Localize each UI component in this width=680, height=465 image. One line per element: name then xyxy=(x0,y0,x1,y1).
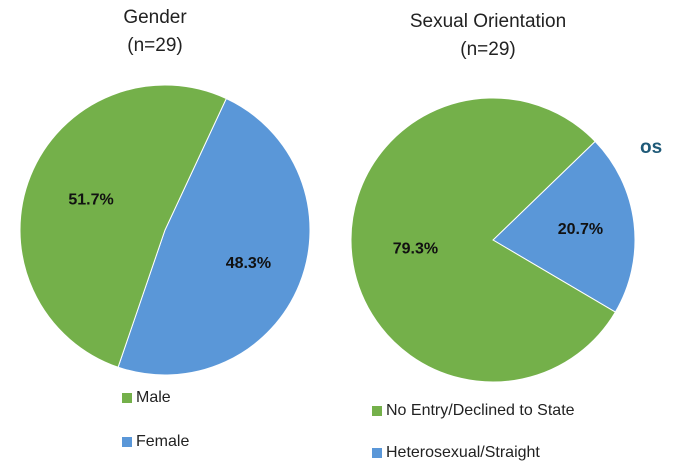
legend-swatch xyxy=(122,437,132,447)
chart-subtitle: (n=29) xyxy=(127,35,182,56)
pie-slice xyxy=(19,84,227,368)
data-label: 51.7% xyxy=(68,191,113,208)
background-text: os xyxy=(640,137,662,158)
legend-label: Heterosexual/Straight xyxy=(386,444,540,461)
pie-slice xyxy=(492,140,636,313)
chart-subtitle: (n=29) xyxy=(460,39,515,60)
chart-title: Sexual Orientation xyxy=(410,11,566,32)
data-label: 20.7% xyxy=(558,221,603,238)
legend-swatch xyxy=(372,406,382,416)
pie-slice xyxy=(117,97,311,376)
legend-label: Female xyxy=(136,433,189,450)
data-label: 48.3% xyxy=(226,255,271,272)
legend-swatch xyxy=(372,448,382,458)
legend-swatch xyxy=(122,393,132,403)
chart-title: Gender xyxy=(123,7,187,28)
legend-label: No Entry/Declined to State xyxy=(386,402,575,419)
pie-slice xyxy=(350,97,617,383)
legend-label: Male xyxy=(136,389,171,406)
data-label: 79.3% xyxy=(393,240,438,257)
